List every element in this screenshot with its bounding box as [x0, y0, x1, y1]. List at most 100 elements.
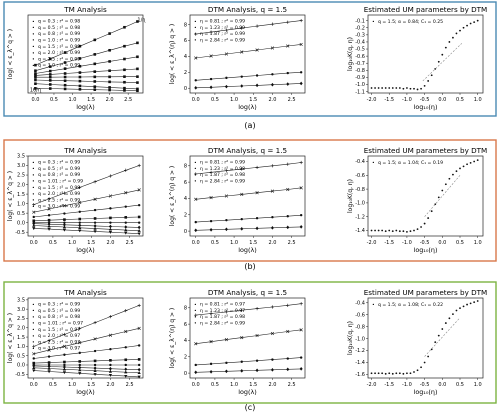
data-point	[286, 357, 289, 360]
data-point	[384, 372, 387, 375]
data-point	[240, 26, 244, 30]
legend-marker: •	[32, 20, 35, 25]
y-tick-label: 3.0	[17, 307, 25, 313]
data-point	[240, 369, 244, 373]
data-point	[93, 226, 97, 230]
x-tick-label: 0.0	[192, 382, 200, 388]
data-point	[108, 333, 113, 337]
data-point	[413, 229, 415, 232]
data-point	[93, 359, 97, 363]
y-tick-label: 2.0	[17, 325, 25, 331]
data-point	[286, 215, 289, 218]
chart-panel: DTM Analysis, q = 1.5 log(λ) log( < ε_λ^(η…	[169, 5, 306, 111]
y-tick-label: -0.4	[355, 300, 365, 306]
data-point	[108, 69, 111, 73]
y-tick-label: 0.0	[17, 363, 25, 369]
data-point	[209, 85, 213, 90]
x-tick-label: 2.5	[126, 240, 134, 246]
x-tick-label: 1.0	[230, 240, 238, 246]
data-point	[108, 230, 113, 234]
data-point	[255, 307, 259, 311]
data-point	[427, 355, 430, 358]
data-point	[78, 75, 82, 79]
legend-entry: η = 2.84 ; r² = 0.99	[200, 321, 245, 327]
data-point	[384, 87, 387, 89]
data-point	[34, 72, 37, 75]
data-point	[78, 200, 82, 205]
y-axis-label: log( < ε_λ^q > )	[7, 29, 14, 79]
data-point	[108, 80, 111, 84]
data-point	[78, 365, 82, 370]
data-point	[255, 48, 259, 52]
data-point	[240, 217, 243, 221]
data-point	[240, 227, 244, 231]
data-point	[124, 367, 128, 372]
data-point	[62, 228, 67, 232]
series-line	[33, 328, 140, 355]
legend-entry: q = 0.5 ; r² = 0.99	[38, 166, 80, 172]
legend-marker: •	[32, 334, 35, 339]
data-point	[93, 197, 97, 201]
data-point	[78, 79, 82, 83]
data-point	[108, 75, 111, 79]
y-tick-label: 3.5	[17, 154, 25, 160]
row-frame	[3, 1, 497, 117]
x-axis-label: log₁₀(η)	[414, 246, 438, 254]
data-point	[62, 204, 67, 208]
data-point	[108, 60, 111, 63]
data-point	[388, 229, 391, 232]
data-point	[62, 222, 66, 227]
data-point	[124, 370, 128, 374]
legend-entry: q = 1.0 ; r² = 0.99	[38, 38, 80, 44]
data-point	[63, 72, 67, 75]
data-point	[48, 83, 52, 86]
data-point	[194, 79, 197, 82]
data-point	[124, 191, 128, 195]
data-point	[225, 76, 228, 80]
data-point	[78, 185, 82, 190]
data-point	[437, 60, 440, 63]
series-line	[195, 44, 302, 59]
data-point	[124, 168, 128, 172]
data-point	[430, 74, 433, 77]
y-tick-label: -0.9	[355, 75, 365, 81]
data-point	[194, 220, 197, 224]
data-point	[286, 187, 290, 192]
y-tick-label: -0.5	[355, 47, 365, 53]
data-point	[123, 75, 126, 78]
legend-entry: q = 2.0 ; r² = 0.97	[38, 333, 80, 339]
legend-entry: q = 1.5; α = 1.04; C₁ = 0.19	[378, 160, 443, 166]
data-point	[78, 372, 82, 376]
data-point	[209, 170, 213, 174]
data-point	[137, 163, 141, 168]
series-line	[195, 214, 302, 223]
data-point	[299, 367, 303, 371]
data-point	[224, 194, 229, 198]
data-point	[124, 309, 128, 313]
data-point	[286, 329, 290, 334]
legend-marker: •	[32, 51, 35, 56]
data-point	[374, 372, 376, 375]
data-point	[395, 229, 398, 232]
x-tick-label: -2.0	[367, 97, 377, 103]
y-tick-label: 2.5	[17, 316, 25, 322]
legend-marker: •	[32, 205, 35, 210]
x-axis-label: log₁₀(η)	[414, 103, 438, 111]
chart-title: TM Analysis	[63, 288, 107, 297]
series-line	[195, 83, 302, 89]
data-point	[109, 207, 112, 210]
y-tick-label: 2	[184, 70, 187, 76]
legend-marker: •	[32, 26, 35, 31]
data-point	[194, 313, 198, 317]
legend-marker: •	[194, 303, 197, 308]
data-point	[137, 203, 141, 207]
data-point	[93, 366, 97, 370]
data-point	[255, 165, 259, 170]
x-tick-label: 1.5	[249, 97, 257, 103]
data-point	[209, 227, 213, 232]
data-point	[47, 370, 51, 374]
legend-entry: q = 0.8 ; r² = 0.99	[38, 172, 80, 178]
y-tick-label: 0.5	[17, 211, 25, 217]
